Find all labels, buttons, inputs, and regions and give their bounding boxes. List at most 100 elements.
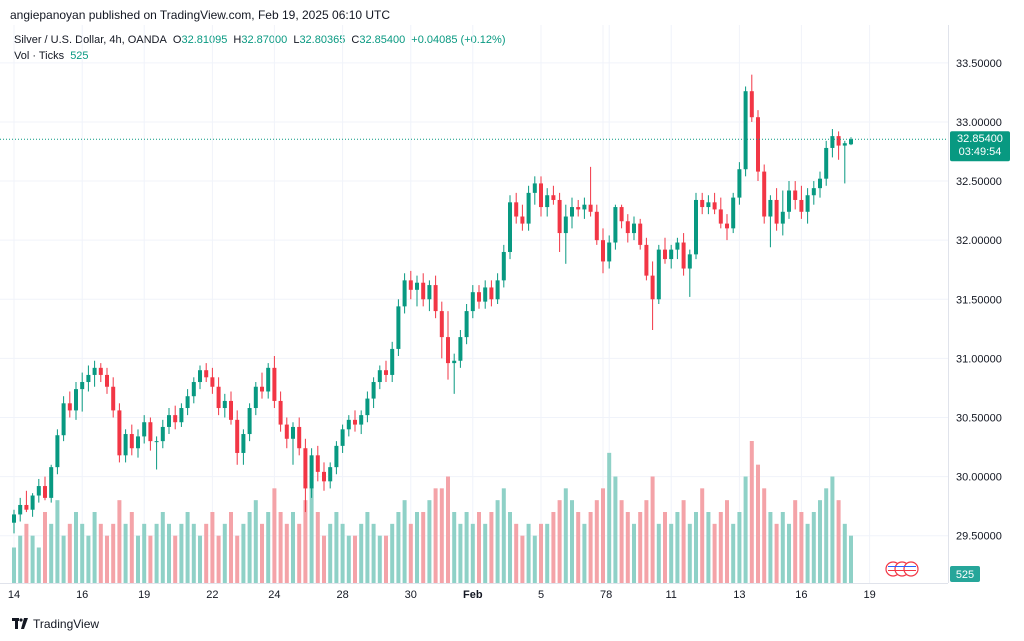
candle-body	[142, 422, 147, 437]
volume-bar	[514, 523, 519, 583]
brand-footer[interactable]: TradingView	[12, 617, 99, 631]
bar-countdown: 03:49:54	[959, 146, 1002, 158]
candle-body	[204, 370, 209, 378]
candle-body	[365, 398, 370, 416]
volume-bar	[80, 523, 85, 583]
change-value: +0.04085 (+0.12%)	[411, 34, 506, 46]
candle-body	[774, 199, 779, 224]
volume-bar	[725, 500, 729, 583]
candle-body	[824, 147, 829, 179]
volume-bar	[830, 476, 835, 583]
volume-badge-value: 525	[956, 569, 974, 581]
volume-bar	[61, 535, 66, 583]
candle-body	[619, 207, 624, 222]
candle-body	[229, 400, 233, 420]
volume-bar	[601, 488, 605, 583]
volume-bar	[849, 535, 853, 583]
candles	[12, 74, 853, 534]
candle-body	[508, 202, 512, 252]
candle-body	[458, 337, 463, 361]
candle-body	[793, 190, 798, 200]
volume-bar	[774, 523, 779, 583]
price-tick-label: 31.50000	[956, 294, 1002, 306]
candle-body	[191, 382, 196, 397]
flag-stripes	[888, 566, 916, 567]
candle-body	[557, 199, 562, 234]
candle-body	[687, 254, 692, 269]
volume-bar	[30, 535, 35, 583]
volume-bar	[284, 523, 289, 583]
candle-body	[520, 216, 525, 224]
candle-body	[36, 486, 41, 496]
candle-body	[74, 389, 78, 411]
event-icons[interactable]	[885, 561, 919, 577]
volume-bar	[142, 523, 147, 583]
volume-bar	[154, 523, 159, 583]
candle-body	[737, 169, 742, 198]
candle-body	[18, 504, 23, 515]
volume-bar	[638, 512, 643, 583]
candle-body	[43, 486, 47, 498]
price-tick-label: 32.00000	[956, 235, 1002, 247]
candle-body	[638, 223, 643, 245]
volume-bars	[12, 441, 853, 583]
volume-bar	[92, 512, 97, 583]
candle-body	[167, 415, 171, 427]
candle-body	[340, 429, 345, 446]
volume-bar	[594, 500, 599, 583]
volume-bar	[117, 500, 122, 583]
candle-body	[129, 434, 134, 449]
volume-bar	[799, 512, 804, 583]
volume-bar	[576, 512, 581, 583]
volume-bar	[278, 512, 283, 583]
volume-bar	[532, 535, 537, 583]
volume-bar	[421, 512, 426, 583]
volume-bar	[458, 523, 463, 583]
candle-body	[576, 207, 581, 210]
candle-body	[656, 249, 661, 300]
volume-bar	[185, 512, 190, 583]
symbol-label[interactable]: Silver / U.S. Dollar, 4h, OANDA	[14, 34, 167, 46]
candle-body	[123, 434, 128, 456]
volume-bar	[86, 535, 91, 583]
volume-bar	[173, 535, 178, 583]
candle-body	[241, 434, 246, 453]
publish-header: angiepanoyan published on TradingView.co…	[10, 8, 391, 22]
volume-label[interactable]: Vol · Ticks	[14, 50, 65, 62]
volume-legend: Vol · Ticks 525	[14, 50, 92, 62]
candle-body	[650, 275, 655, 300]
time-tick-label: 16	[795, 589, 807, 601]
candle-body	[477, 292, 481, 302]
volume-bar	[439, 488, 444, 583]
volume-bar	[644, 500, 649, 583]
volume-bar	[570, 500, 574, 583]
volume-bar	[98, 523, 103, 583]
volume-bar	[632, 523, 636, 583]
candle-body	[92, 367, 97, 375]
candle-body	[545, 195, 550, 208]
volume-bar	[67, 523, 72, 583]
volume-badge: 525	[950, 566, 980, 582]
us-flag-icon	[903, 561, 919, 577]
price-tick-label: 33.50000	[956, 58, 1002, 70]
candle-body	[247, 408, 252, 435]
volume-bar	[731, 523, 736, 583]
candle-body	[700, 199, 705, 208]
volume-bar	[446, 476, 450, 583]
candle-body	[669, 249, 674, 260]
candle-body	[539, 183, 543, 208]
candle-body	[607, 242, 612, 262]
volume-bar	[136, 535, 140, 583]
candle-body	[346, 419, 351, 430]
volume-bar	[818, 500, 822, 583]
volume-bar	[359, 523, 364, 583]
volume-bar	[328, 523, 333, 583]
candle-body	[278, 400, 283, 425]
volume-bar	[433, 488, 438, 583]
volume-bar	[489, 512, 494, 583]
volume-bar	[12, 547, 16, 583]
volume-bar	[526, 523, 531, 583]
candle-body	[377, 370, 382, 383]
volume-bar	[470, 523, 475, 583]
